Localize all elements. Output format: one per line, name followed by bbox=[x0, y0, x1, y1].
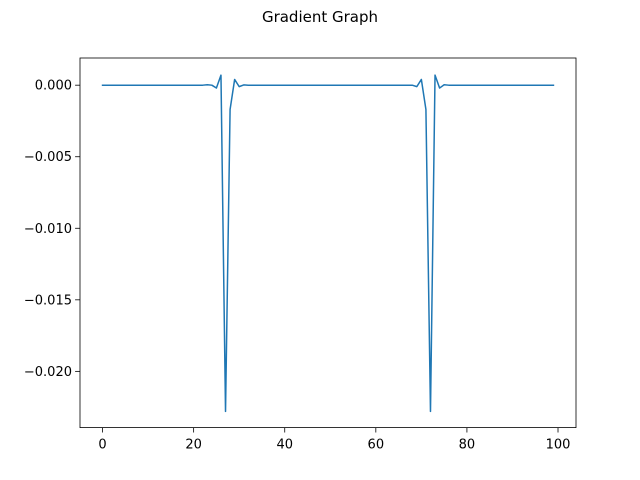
y-axis: 0.000 −0.005 −0.010 −0.015 −0.020 bbox=[24, 79, 80, 380]
y-tick-label: 0.000 bbox=[35, 79, 72, 94]
x-tick-label: 40 bbox=[276, 438, 293, 453]
chart-title: Gradient Graph bbox=[262, 8, 378, 26]
x-tick-label: 0 bbox=[98, 438, 106, 453]
x-tick-label: 100 bbox=[546, 438, 571, 453]
x-tick-label: 20 bbox=[185, 438, 202, 453]
axes-frame bbox=[79, 57, 577, 429]
y-tick-label: −0.015 bbox=[24, 293, 72, 308]
x-axis: 0 20 40 60 80 100 bbox=[98, 427, 571, 453]
series-line bbox=[101, 74, 555, 413]
x-tick-label: 60 bbox=[368, 438, 385, 453]
y-tick-label: −0.010 bbox=[24, 222, 72, 237]
plot-area: 0 20 40 60 80 100 0.000 −0.005 −0.010 −0.015 −0.0… bbox=[24, 57, 577, 453]
y-tick-label: −0.005 bbox=[24, 150, 72, 165]
y-tick-label: −0.020 bbox=[24, 365, 72, 380]
x-tick-label: 80 bbox=[459, 438, 476, 453]
